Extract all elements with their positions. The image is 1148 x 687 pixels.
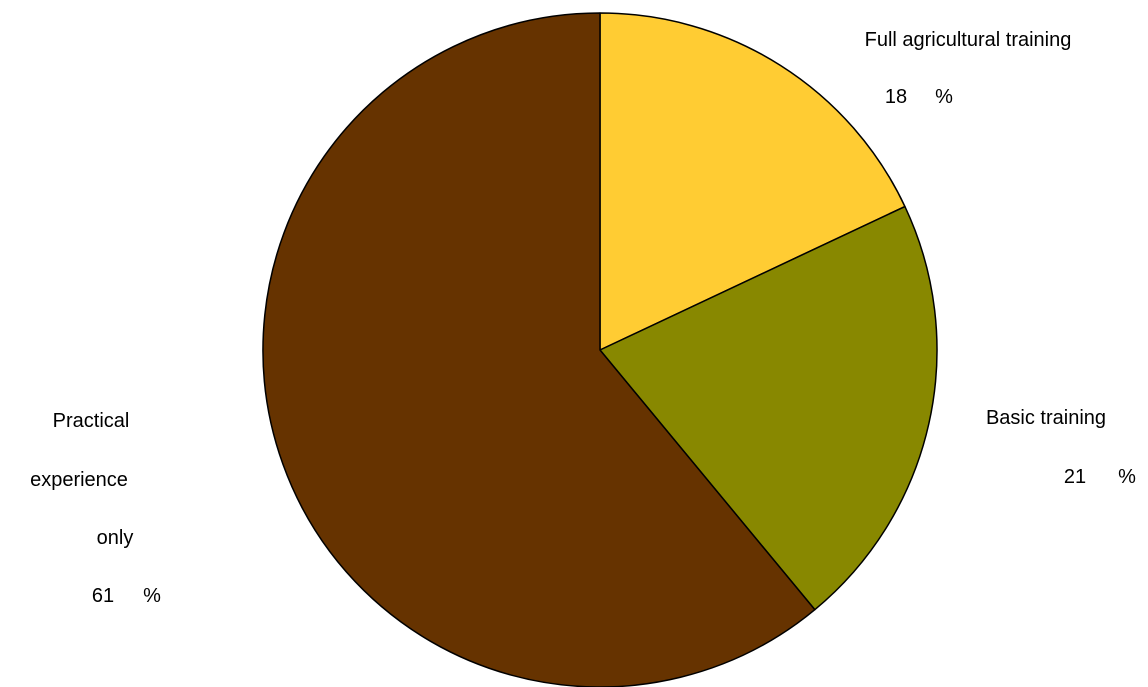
- slice-unit-practical: %: [143, 585, 161, 607]
- slice-label-practical-line-2: experience: [30, 469, 128, 491]
- pie-slices: [262, 12, 938, 687]
- slice-value-basic: 21: [1064, 466, 1086, 488]
- slice-label-practical-line-1: Practical: [53, 410, 130, 432]
- slice-value-full: 18: [885, 86, 907, 108]
- slice-value-practical: 61: [92, 585, 114, 607]
- slice-label-full-line-1: Full agricultural training: [865, 29, 1072, 51]
- pie-slice-practical: [262, 12, 816, 687]
- label-practical-experience-only: Practical experience only 61 %: [30, 410, 161, 607]
- label-basic-training: Basic training 21 %: [986, 407, 1136, 488]
- pie-slice-basic: [599, 205, 938, 611]
- label-full-agricultural-training: Full agricultural training 18 %: [865, 29, 1072, 108]
- slice-label-basic-line-1: Basic training: [986, 407, 1106, 429]
- slice-unit-full: %: [935, 86, 953, 108]
- pie-slice-full: [599, 12, 906, 351]
- slice-label-practical-line-3: only: [97, 527, 134, 549]
- slice-unit-basic: %: [1118, 466, 1136, 488]
